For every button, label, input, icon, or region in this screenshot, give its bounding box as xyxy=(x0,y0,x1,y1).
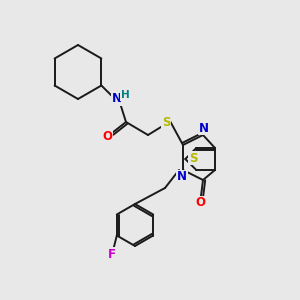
Text: H: H xyxy=(121,90,129,100)
Text: O: O xyxy=(195,196,205,209)
Text: S: S xyxy=(189,152,198,164)
Text: S: S xyxy=(162,116,170,128)
Text: N: N xyxy=(112,92,122,106)
Text: F: F xyxy=(108,248,116,261)
Text: O: O xyxy=(102,130,112,143)
Text: N: N xyxy=(177,170,187,184)
Text: N: N xyxy=(199,122,209,134)
